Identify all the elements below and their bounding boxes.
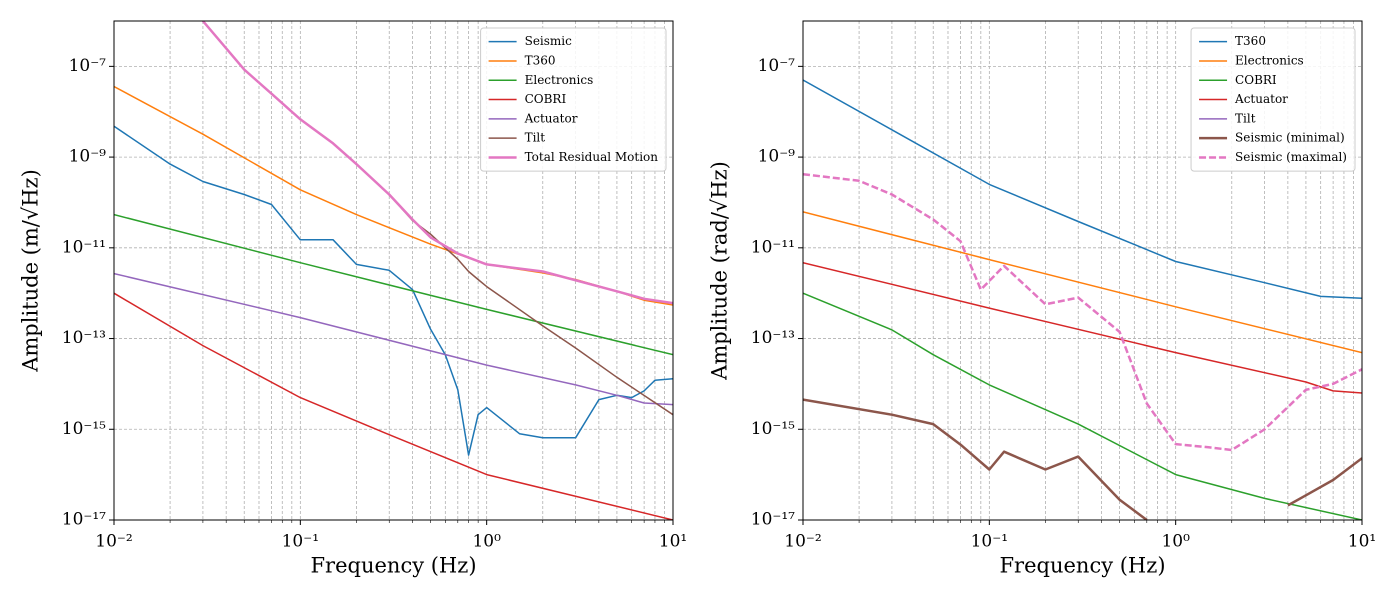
y-tick-label: 10⁻¹⁷: [62, 510, 106, 530]
series-line: [114, 213, 673, 356]
x-tick-label: 10⁻¹: [282, 532, 319, 552]
x-tick-label: 10⁻¹: [971, 532, 1008, 552]
series-line: [803, 261, 1362, 394]
legend-label: Seismic (minimal): [1235, 131, 1345, 145]
x-tick-label: 10⁰: [472, 532, 501, 552]
legend-label: Tilt: [1235, 111, 1256, 125]
series-line: [803, 79, 1362, 300]
legend-label: Seismic: [525, 34, 573, 48]
legend-label: Tilt: [525, 131, 546, 145]
y-tick-label: 10⁻¹⁷: [751, 510, 795, 530]
plot-area: [114, 21, 673, 520]
legend-label: Electronics: [525, 73, 594, 87]
y-tick-label: 10⁻¹⁵: [62, 419, 106, 439]
legend-label: Seismic (maximal): [1235, 150, 1347, 164]
legend-label: Actuator: [1234, 92, 1288, 106]
y-tick-label: 10⁻⁷: [758, 56, 796, 76]
legend-label: Actuator: [524, 111, 578, 125]
plot-area: [803, 79, 1362, 520]
legend: T360 Electronics COBRI Actuator Tilt Seismic …: [1190, 27, 1356, 172]
x-tick-label: 10⁻²: [784, 532, 821, 552]
legend-box: [480, 27, 667, 172]
subplot: 10⁻² 10⁻¹ 10⁰ 10¹ 10⁻¹⁷ 10⁻¹⁵ 10⁻¹³ 10⁻¹¹ 10⁻⁹ 10…: [19, 20, 687, 578]
y-tick-label: 10⁻⁹: [69, 147, 107, 167]
y-tick-label: 10⁻⁹: [758, 147, 796, 167]
y-tick-label: 10⁻¹⁵: [751, 419, 795, 439]
series-line: [803, 398, 1362, 520]
legend: Seismic T360 Electronics COBRI Actuator Tilt T…: [480, 27, 667, 172]
y-tick-label: 10⁻¹¹: [62, 237, 106, 257]
legend-label: COBRI: [525, 92, 567, 106]
x-axis-label: Frequency (Hz): [999, 554, 1165, 578]
y-tick-label: 10⁻¹¹: [751, 237, 795, 257]
x-axis-label: Frequency (Hz): [310, 554, 476, 578]
legend-label: Electronics: [1235, 53, 1304, 67]
x-tick-label: 10⁰: [1161, 532, 1190, 552]
y-tick-label: 10⁻¹³: [751, 328, 795, 348]
y-tick-label: 10⁻⁷: [69, 56, 107, 76]
series-line: [803, 211, 1362, 354]
series-line: [803, 172, 1362, 452]
legend-label: COBRI: [1235, 73, 1277, 87]
legend-label: Total Residual Motion: [525, 150, 659, 164]
series-line: [114, 125, 673, 456]
subplot: 10⁻² 10⁻¹ 10⁰ 10¹ 10⁻¹⁷ 10⁻¹⁵ 10⁻¹³ 10⁻¹¹ 10⁻⁹ 10…: [708, 20, 1376, 578]
legend-box: [1190, 27, 1356, 172]
x-tick-label: 10¹: [659, 532, 687, 552]
x-tick-label: 10¹: [1348, 532, 1376, 552]
legend-label: T360: [525, 53, 556, 67]
axes-frame: [802, 20, 1363, 521]
y-tick-label: 10⁻¹³: [62, 328, 106, 348]
axes-frame: [113, 20, 674, 521]
series-line: [803, 292, 1362, 520]
legend-label: T360: [1235, 34, 1266, 48]
y-axis-label: Amplitude (rad/√Hz): [708, 161, 732, 381]
x-tick-label: 10⁻²: [95, 532, 132, 552]
series-line: [201, 21, 673, 305]
series-line: [114, 292, 673, 520]
series-line: [114, 272, 673, 406]
y-axis-label: Amplitude (m/√Hz): [19, 169, 43, 373]
